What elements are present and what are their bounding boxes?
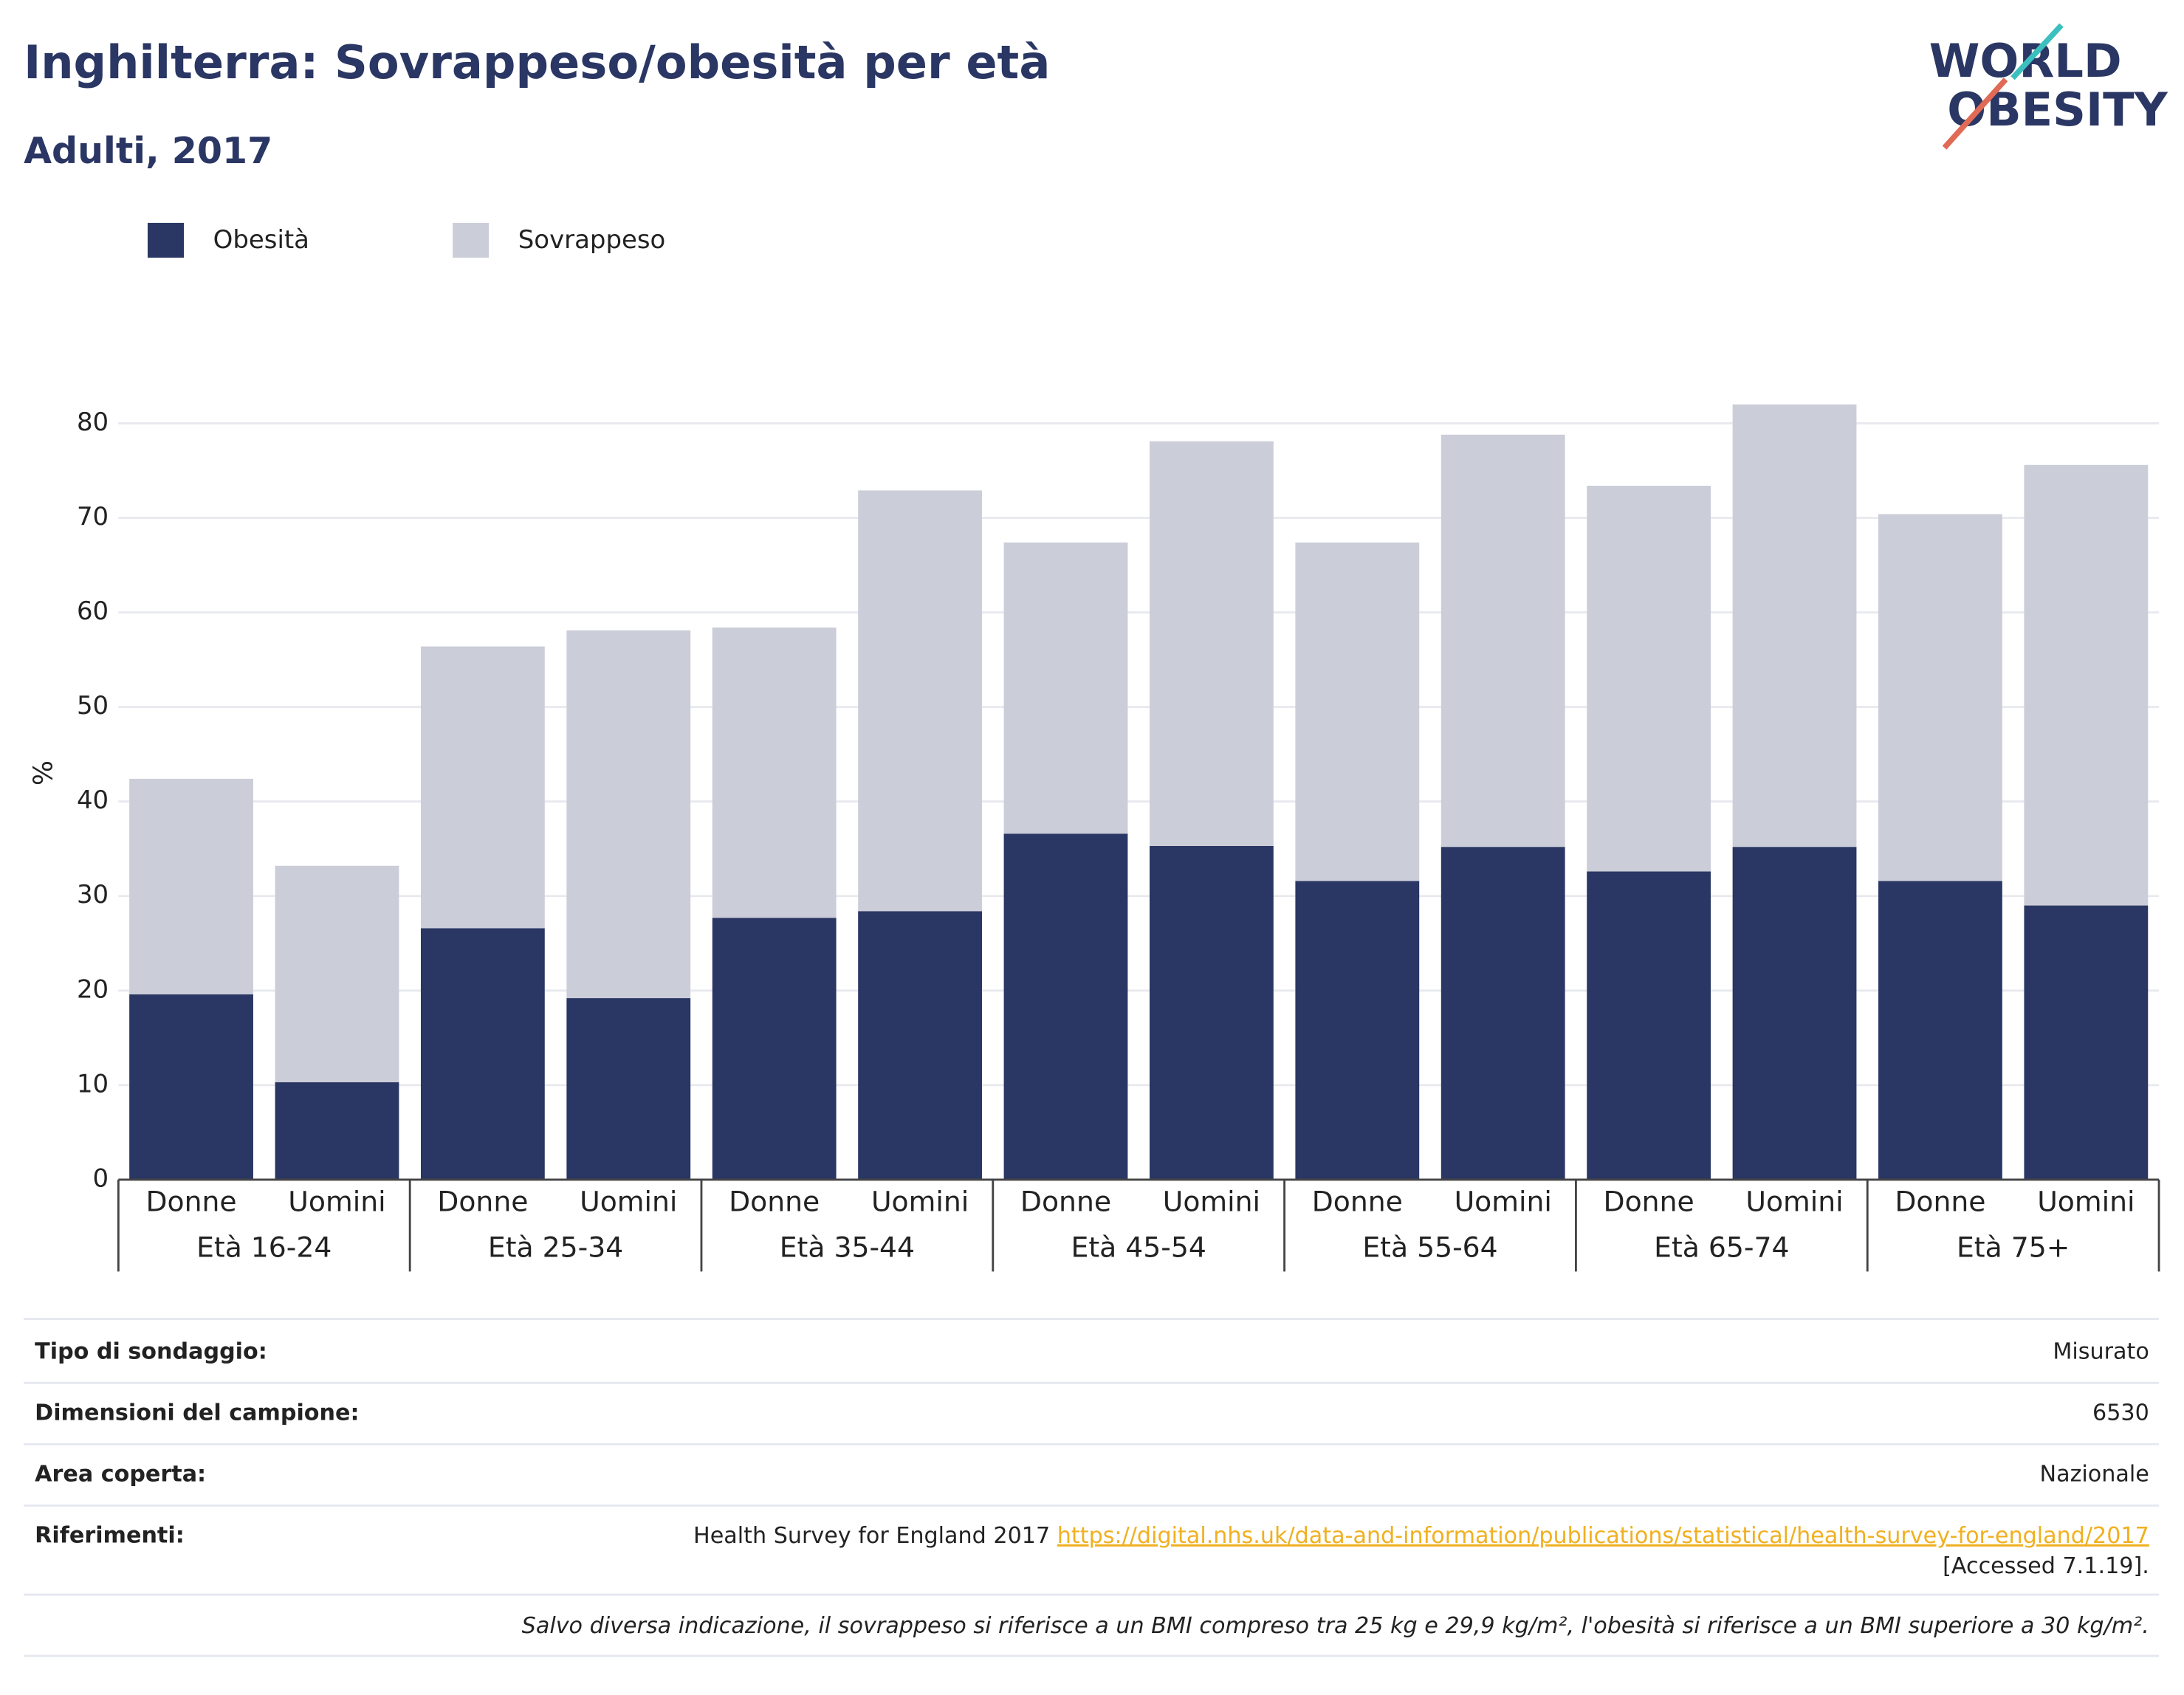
bar-segment — [566, 630, 691, 999]
logo-line2: OBESITY — [1947, 83, 2168, 137]
group-label: Età 65-74 — [1654, 1231, 1789, 1264]
bar-segment — [129, 994, 253, 1180]
group-label: Età 35-44 — [780, 1231, 915, 1264]
reference-source: Health Survey for England 2017 — [693, 1522, 1057, 1548]
bar-segment — [858, 911, 982, 1180]
bar-segment — [1440, 847, 1565, 1180]
bar-segment — [712, 628, 837, 918]
bar-segment — [1440, 434, 1565, 848]
x-tick-label: Donne — [1312, 1185, 1403, 1217]
bar-segment — [1150, 845, 1274, 1180]
reference-link[interactable]: https://digital.nhs.uk/data-and-informat… — [1057, 1522, 2149, 1548]
y-tick-label: 60 — [77, 596, 109, 626]
bar-segment — [420, 928, 545, 1180]
bar-segment — [858, 490, 982, 912]
bar-segment — [1003, 833, 1128, 1180]
bar-segment — [1878, 881, 2002, 1180]
info-label: Riferimenti: — [35, 1522, 185, 1548]
x-tick-label: Donne — [437, 1185, 528, 1217]
y-tick-label: 0 — [93, 1163, 109, 1193]
group-label: Età 16-24 — [196, 1231, 332, 1264]
y-tick-label: 80 — [77, 408, 109, 437]
x-tick-label: Uomini — [288, 1185, 385, 1217]
x-tick-label: Uomini — [2037, 1185, 2135, 1217]
legend-swatch — [147, 222, 185, 258]
info-label: Area coperta: — [35, 1461, 206, 1487]
logo-slash — [2010, 23, 2064, 80]
y-tick-label: 30 — [77, 880, 109, 910]
x-tick-label: Donne — [1020, 1185, 1111, 1217]
bar-segment — [1150, 441, 1274, 846]
legend-swatch — [453, 222, 490, 258]
x-tick-label: Uomini — [871, 1185, 969, 1217]
x-tick-label: Donne — [145, 1185, 236, 1217]
bar-segment — [129, 778, 253, 994]
bar-segment — [2024, 905, 2149, 1180]
x-tick-label: Uomini — [580, 1185, 677, 1217]
bar-segment — [1732, 847, 1857, 1180]
info-label: Tipo di sondaggio: — [35, 1338, 267, 1364]
x-tick-label: Uomini — [1163, 1185, 1260, 1217]
bar-segment — [420, 646, 545, 929]
bar-segment — [1732, 404, 1857, 848]
bar-segment — [2024, 464, 2149, 906]
reference-accessed: [Accessed 7.1.19]. — [1943, 1553, 2149, 1579]
group-label: Età 45-54 — [1071, 1231, 1206, 1264]
x-tick-label: Donne — [729, 1185, 820, 1217]
y-axis-label: % — [28, 760, 58, 785]
legend-label: Obesità — [213, 225, 309, 255]
info-value: 6530 — [2092, 1400, 2149, 1426]
group-label: Età 75+ — [1957, 1231, 2070, 1264]
chart-title: Inghilterra: Sovrappeso/obesità per età — [24, 35, 1050, 89]
info-value: Nazionale — [2040, 1461, 2149, 1487]
x-tick-label: Donne — [1604, 1185, 1694, 1217]
y-tick-label: 50 — [77, 691, 109, 721]
x-tick-label: Uomini — [1455, 1185, 1552, 1217]
bar-segment — [1295, 542, 1420, 881]
bar-segment — [1587, 485, 1711, 872]
bar-segment — [1878, 514, 2002, 881]
x-tick-label: Donne — [1895, 1185, 1985, 1217]
y-tick-label: 70 — [77, 502, 109, 532]
group-label: Età 55-64 — [1362, 1231, 1497, 1264]
group-label: Età 25-34 — [488, 1231, 623, 1264]
bar-segment — [712, 918, 837, 1180]
note: Salvo diversa indicazione, il sovrappeso… — [522, 1613, 2149, 1639]
info-value: Misurato — [2053, 1338, 2149, 1364]
reference-text: Health Survey for England 2017 https://d… — [693, 1522, 2149, 1548]
y-tick-label: 40 — [77, 785, 109, 815]
legend-label: Sovrappeso — [518, 225, 666, 255]
bar-segment — [275, 865, 399, 1083]
bar-segment — [275, 1082, 399, 1180]
y-tick-label: 20 — [77, 974, 109, 1004]
info-label: Dimensioni del campione: — [35, 1400, 359, 1426]
bar-segment — [566, 998, 691, 1180]
logo: WORLD OBESITY — [1929, 23, 2168, 150]
chart-subtitle: Adulti, 2017 — [24, 129, 272, 172]
x-tick-label: Uomini — [1745, 1185, 1843, 1217]
y-tick-label: 10 — [77, 1069, 109, 1099]
bar-segment — [1295, 881, 1420, 1180]
bar-segment — [1003, 542, 1128, 834]
logo-slash — [1942, 78, 2008, 150]
bar-segment — [1587, 871, 1711, 1180]
